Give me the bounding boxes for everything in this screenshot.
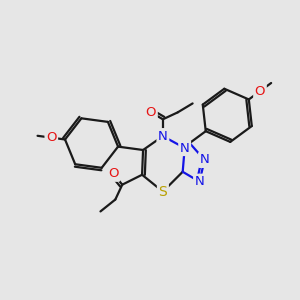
Text: N: N: [200, 153, 209, 167]
Text: N: N: [158, 130, 168, 142]
Text: S: S: [158, 184, 167, 199]
Text: N: N: [180, 142, 190, 154]
Text: O: O: [108, 167, 119, 180]
Text: O: O: [146, 106, 156, 119]
Text: N: N: [195, 175, 204, 188]
Text: O: O: [255, 85, 265, 98]
Text: O: O: [46, 131, 56, 144]
